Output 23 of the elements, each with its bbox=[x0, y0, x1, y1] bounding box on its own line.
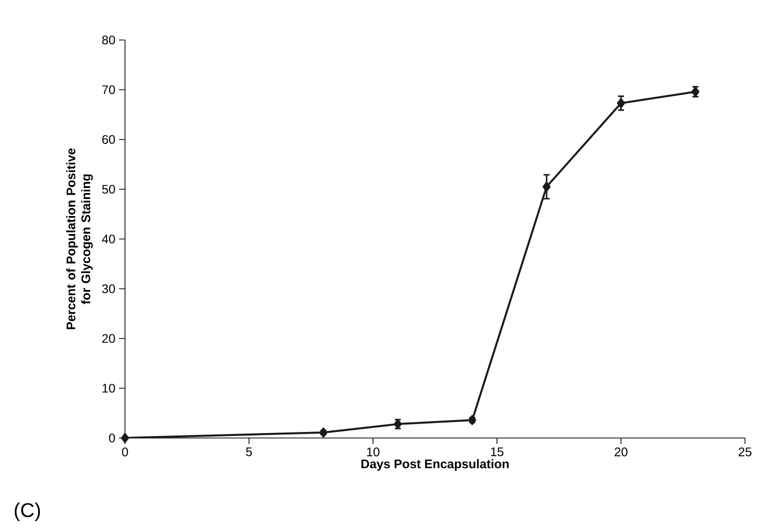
y-tick-label: 10 bbox=[102, 384, 115, 393]
y-tick-label: 20 bbox=[102, 334, 115, 343]
point bbox=[319, 428, 328, 438]
point bbox=[468, 415, 476, 426]
y-tick-label: 60 bbox=[102, 135, 115, 144]
x-tick-label: 25 bbox=[738, 448, 752, 456]
point bbox=[121, 432, 130, 443]
y-tick-label: 50 bbox=[102, 184, 115, 194]
x-tick-label: 5 bbox=[246, 448, 252, 456]
x-tick-label: 20 bbox=[614, 448, 628, 456]
point bbox=[617, 98, 626, 108]
x-tick-label: 10 bbox=[367, 448, 380, 456]
y-tick-label: 0 bbox=[109, 434, 115, 442]
y-tick-label: 30 bbox=[102, 284, 115, 294]
y-tick-label: 70 bbox=[102, 85, 115, 94]
text: (C) bbox=[14, 502, 40, 522]
x-tick-label: 0 bbox=[122, 448, 128, 456]
x-tick-label: 15 bbox=[491, 448, 504, 456]
point bbox=[542, 182, 551, 192]
x-axis-title: Days Post Encapsulation bbox=[361, 459, 509, 471]
y-tick-label: 80 bbox=[102, 36, 115, 44]
y-axis-title: Percent of Population Positive for Glycogen Staining bbox=[66, 148, 93, 330]
y-tick-label: 40 bbox=[102, 234, 115, 244]
